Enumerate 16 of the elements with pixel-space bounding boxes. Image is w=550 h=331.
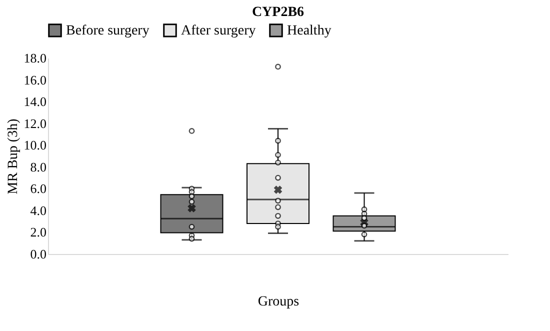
y-tick-label: 0.0 <box>30 246 46 262</box>
legend-label: After surgery <box>181 23 256 38</box>
y-tick-label: 16.0 <box>24 72 46 88</box>
x-axis-title: Groups <box>258 294 300 310</box>
y-tick-label: 18.0 <box>24 50 46 66</box>
y-tick-label: 8.0 <box>30 159 46 174</box>
y-tick-label: 10.0 <box>24 138 46 153</box>
y-tick-label: 4.0 <box>30 202 46 218</box>
y-tick-label: 12.0 <box>24 116 46 131</box>
chart-title: CYP2B6 <box>252 5 304 20</box>
y-axis-title: MR Bup (3h) <box>6 118 21 194</box>
legend-label: Healthy <box>287 23 332 38</box>
legend-label: Before surgery <box>66 23 150 38</box>
y-tick-label: 14.0 <box>24 94 46 110</box>
y-tick-label: 2.0 <box>30 224 46 240</box>
y-tick-label: 6.0 <box>30 181 46 196</box>
